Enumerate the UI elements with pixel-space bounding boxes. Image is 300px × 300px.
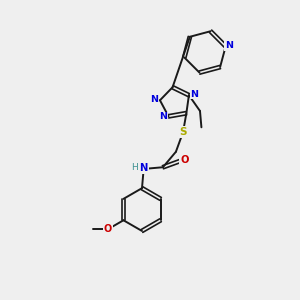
Text: N: N (140, 163, 148, 173)
Text: O: O (104, 224, 112, 235)
Text: N: N (151, 95, 159, 104)
Text: N: N (159, 112, 167, 122)
Text: O: O (180, 155, 189, 165)
Text: S: S (179, 127, 187, 137)
Text: N: N (190, 90, 198, 99)
Text: H: H (131, 163, 138, 172)
Text: N: N (225, 41, 232, 50)
